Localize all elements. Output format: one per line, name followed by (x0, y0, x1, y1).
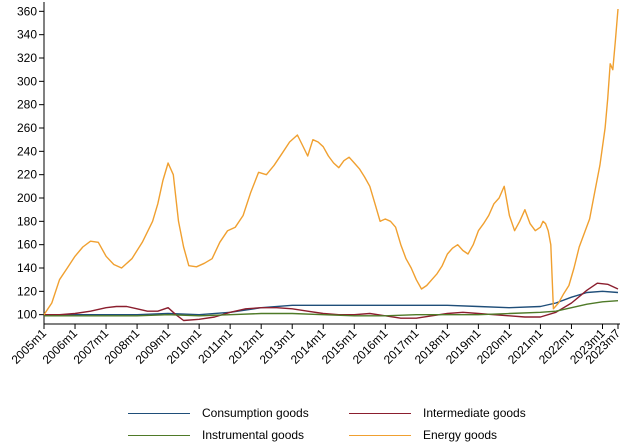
y-tick-label: 280 (17, 98, 37, 112)
legend-item-instrumental-goods: Instrumental goods (128, 428, 304, 442)
y-tick-label: 100 (17, 308, 37, 322)
x-axis: 2005m12006m12007m12008m12009m12010m12011… (9, 323, 622, 367)
y-tick-label: 120 (17, 284, 37, 298)
y-tick-label: 180 (17, 214, 37, 228)
legend-item-intermediate-goods: Intermediate goods (349, 406, 526, 420)
y-tick-label: 340 (17, 28, 37, 42)
legend-label-consumption-goods: Consumption goods (202, 406, 309, 420)
legend-label-instrumental-goods: Instrumental goods (202, 428, 305, 442)
line-chart: 100 120 140 160 180 200 220 240 260 280 300 320 340 3… (9, 2, 622, 367)
y-tick-label: 240 (17, 144, 37, 158)
y-tick-label: 160 (17, 238, 37, 252)
y-tick-label: 260 (17, 121, 37, 135)
series-line-consumption-goods (44, 290, 619, 316)
y-tick-label: 200 (17, 191, 37, 205)
legend-swatch-consumption-goods (128, 412, 190, 414)
legend-swatch-energy-goods (349, 434, 411, 436)
y-tick-label: 220 (17, 168, 37, 182)
y-tick-label: 360 (17, 4, 37, 18)
legend-label-energy-goods: Energy goods (423, 428, 498, 442)
legend-label-intermediate-goods: Intermediate goods (423, 406, 526, 420)
series-line-instrumental-goods (44, 300, 619, 317)
y-tick-label: 320 (17, 51, 37, 65)
y-axis: 100 120 140 160 180 200 220 240 260 280 300 320 340 3… (17, 2, 45, 324)
legend-item-consumption-goods: Consumption goods (128, 406, 309, 420)
y-tick-label: 140 (17, 261, 37, 275)
legend-item-energy-goods: Energy goods (349, 428, 497, 442)
legend-swatch-intermediate-goods (349, 412, 411, 414)
series-layer (43, 8, 619, 322)
legend: Consumption goods Intermediate goods Ins… (0, 398, 622, 446)
y-tick-label: 300 (17, 74, 37, 88)
series-line-energy-goods (43, 8, 619, 316)
legend-swatch-instrumental-goods (128, 434, 190, 436)
series-line-intermediate-goods (44, 282, 619, 322)
